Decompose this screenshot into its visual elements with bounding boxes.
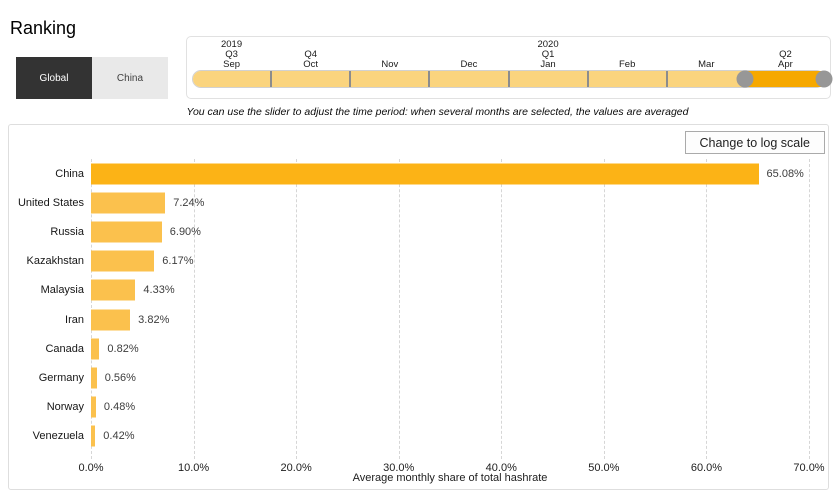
bar-row: Iran 3.82%	[65, 305, 809, 334]
gridline	[193, 159, 195, 459]
category-label: Venezuela	[32, 430, 84, 443]
value-label: 6.17%	[162, 255, 194, 268]
value-label: 3.82%	[138, 313, 170, 326]
tab-global[interactable]: Global	[16, 57, 92, 99]
slider-label-sep: 2019 Q3 Sep	[220, 39, 243, 70]
slider-instruction-text: You can use the slider to adjust the tim…	[186, 106, 689, 118]
slider-segment-sep[interactable]	[193, 71, 271, 87]
slider-label-oct: Q4 Oct	[303, 49, 319, 70]
slider-track[interactable]	[192, 70, 833, 88]
bar-kazakhstan[interactable]	[91, 250, 155, 272]
x-tick-label: 50.0%	[588, 462, 620, 474]
x-tick-label: 70.0%	[793, 462, 825, 474]
bar-united-states[interactable]	[91, 192, 166, 214]
chart-panel: Change to log scale 0.0% 10.0% 20.0% 30.0% 4…	[8, 124, 829, 490]
slider-segment-apr[interactable]	[744, 71, 824, 87]
slider-label-nov: Nov	[381, 59, 399, 70]
category-label: Kazakhstan	[26, 255, 84, 268]
category-label: Canada	[45, 342, 84, 355]
slider-labels: 2019 Q3 Sep Q4 Oct Nov Dec 2020 Q1 Jan Feb Mar…	[192, 40, 825, 70]
gridline	[603, 159, 605, 459]
bar-row: Malaysia 4.33%	[41, 276, 809, 305]
slider-segment-dec[interactable]	[428, 71, 508, 87]
value-label: 0.56%	[104, 371, 136, 384]
bar-russia[interactable]	[91, 221, 162, 243]
gridline	[809, 159, 810, 459]
tab-china[interactable]: China	[92, 57, 168, 99]
time-slider-panel: 2019 Q3 Sep Q4 Oct Nov Dec 2020 Q1 Jan Feb Mar…	[186, 36, 833, 99]
bar-china[interactable]	[91, 163, 759, 185]
gridline	[398, 159, 400, 459]
change-log-scale-button[interactable]: Change to log scale	[684, 131, 825, 154]
value-label: 65.08%	[766, 167, 804, 180]
bar-venezuela[interactable]	[91, 425, 96, 447]
bar-row: Kazakhstan 6.17%	[27, 247, 809, 276]
value-label: 4.33%	[143, 284, 175, 297]
x-axis-title: Average monthly share of total hashrate	[352, 472, 548, 484]
bar-malaysia[interactable]	[91, 279, 136, 301]
slider-segment-mar[interactable]	[665, 71, 745, 87]
bar-row: Venezuela 0.42%	[33, 422, 809, 451]
category-label: Malaysia	[40, 284, 84, 297]
bar-germany[interactable]	[91, 367, 97, 389]
value-label: 0.42%	[103, 430, 135, 443]
slider-handle-left[interactable]	[736, 70, 754, 88]
gridline	[91, 159, 92, 459]
tabs: Global China	[16, 57, 168, 99]
value-label: 0.82%	[107, 342, 139, 355]
category-label: United States	[17, 196, 84, 209]
slider-label-jan: 2020 Q1 Jan	[537, 39, 559, 70]
bar-row: Canada 0.82%	[45, 334, 809, 363]
category-label: Norway	[46, 401, 84, 414]
x-tick-label: 30.0%	[383, 462, 415, 474]
bar-row: Germany 0.56%	[39, 363, 809, 392]
x-tick-label: 20.0%	[280, 462, 312, 474]
slider-segment-nov[interactable]	[349, 71, 429, 87]
bar-row: Russia 6.90%	[50, 217, 809, 246]
slider-segment-oct[interactable]	[270, 71, 350, 87]
slider-segment-feb[interactable]	[586, 71, 666, 87]
category-label: Germany	[38, 371, 84, 384]
category-label: China	[55, 167, 84, 180]
bar-row: China 65.08%	[55, 159, 809, 188]
value-label: 6.90%	[169, 225, 201, 238]
gridline	[706, 159, 708, 459]
slider-label-apr: Q2 Apr	[778, 49, 793, 70]
x-tick-label: 0.0%	[78, 462, 104, 474]
x-tick-label: 60.0%	[690, 462, 723, 474]
value-label: 7.24%	[173, 196, 205, 209]
slider-label-dec: Dec	[460, 59, 478, 70]
value-label: 0.48%	[103, 401, 136, 414]
slider-segment-jan[interactable]	[507, 71, 587, 87]
category-label: Russia	[50, 225, 84, 238]
category-label: Iran	[65, 313, 84, 326]
gridline	[501, 159, 503, 459]
slider-label-mar: Mar	[698, 59, 715, 70]
bar-canada[interactable]	[91, 338, 100, 360]
plot-area: 0.0% 10.0% 20.0% 30.0% 40.0% 50.0% 60.0% 70.0% C…	[18, 159, 825, 474]
page-title: Ranking	[10, 18, 77, 38]
bar-norway[interactable]	[91, 396, 96, 418]
gridline	[296, 159, 298, 459]
bar-row: United States 7.24%	[18, 188, 809, 217]
slider-label-feb: Feb	[619, 59, 636, 70]
slider-handle-right[interactable]	[815, 70, 833, 88]
bar-iran[interactable]	[91, 309, 131, 331]
x-tick-label: 10.0%	[177, 462, 210, 474]
bar-row: Norway 0.48%	[47, 393, 809, 422]
x-tick-label: 40.0%	[485, 462, 517, 474]
